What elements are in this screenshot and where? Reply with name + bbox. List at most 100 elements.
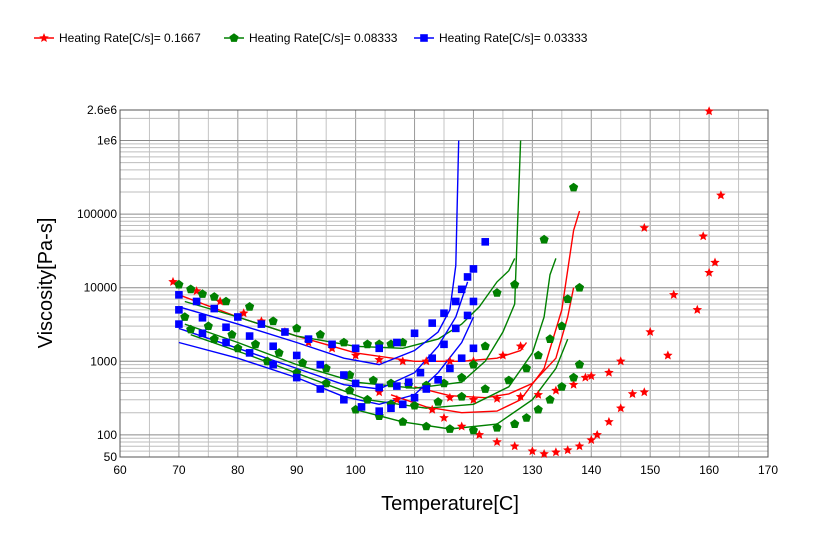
data-point xyxy=(469,265,478,273)
data-point xyxy=(269,342,277,351)
data-point xyxy=(375,344,383,353)
data-point xyxy=(245,332,254,340)
data-point xyxy=(639,387,649,397)
data-point xyxy=(469,297,478,306)
data-point xyxy=(616,403,626,413)
data-point xyxy=(710,257,720,267)
data-point xyxy=(345,385,355,395)
data-point xyxy=(704,267,714,277)
y-tick-label: 50 xyxy=(104,450,118,464)
y-tick-label: 1e6 xyxy=(97,134,117,148)
data-point xyxy=(203,321,213,330)
series-line xyxy=(390,210,581,414)
data-point xyxy=(234,313,242,321)
data-point xyxy=(281,328,289,336)
data-point xyxy=(421,356,432,366)
data-point xyxy=(469,344,478,353)
data-point xyxy=(451,324,460,333)
x-tick-label: 80 xyxy=(231,463,245,477)
data-point xyxy=(298,358,308,367)
data-point xyxy=(568,379,579,389)
data-point xyxy=(398,356,408,366)
data-point xyxy=(292,373,301,382)
data-point xyxy=(350,350,361,360)
plot-border xyxy=(119,109,769,458)
data-point xyxy=(569,372,579,382)
data-point xyxy=(716,190,726,200)
data-point xyxy=(551,385,561,395)
data-point xyxy=(180,312,190,321)
data-point xyxy=(545,394,555,404)
data-point xyxy=(580,372,591,382)
data-point xyxy=(245,302,255,311)
data-point xyxy=(468,359,478,369)
data-point xyxy=(456,421,467,431)
data-point xyxy=(439,412,449,422)
data-point xyxy=(468,425,478,435)
data-point xyxy=(627,388,638,398)
data-point xyxy=(375,383,383,392)
data-point xyxy=(569,182,579,192)
data-point xyxy=(362,394,372,404)
data-point xyxy=(698,231,708,241)
data-point xyxy=(351,379,360,388)
data-point xyxy=(545,334,555,343)
data-point xyxy=(340,395,348,404)
x-tick-label: 70 xyxy=(172,463,186,477)
x-tick-label: 90 xyxy=(290,463,304,477)
data-point xyxy=(533,389,543,399)
data-point xyxy=(393,338,401,347)
y-tick-label: 100000 xyxy=(77,207,117,221)
x-tick-label: 170 xyxy=(758,463,778,477)
data-point xyxy=(574,441,585,451)
data-point xyxy=(586,371,596,381)
data-point xyxy=(463,311,472,320)
data-point xyxy=(645,327,655,336)
data-point xyxy=(210,304,219,313)
data-point xyxy=(445,356,455,366)
data-point xyxy=(268,316,278,326)
data-point xyxy=(451,297,460,306)
data-point xyxy=(521,413,531,422)
x-axis-title: Temperature[C] xyxy=(381,493,519,515)
legend-marker xyxy=(39,33,49,42)
data-point xyxy=(510,279,520,289)
data-point xyxy=(375,407,383,415)
data-point xyxy=(197,289,207,298)
y-tick-label: 100 xyxy=(97,428,117,442)
data-point xyxy=(440,309,448,318)
data-point xyxy=(222,323,230,332)
y-axis-title: Viscosity[Pa-s] xyxy=(35,218,57,349)
data-point xyxy=(427,404,437,414)
data-point xyxy=(468,394,479,404)
legend: Heating Rate[C/s]= 0.1667 Heating Rate[C/… xyxy=(34,31,588,45)
data-point xyxy=(463,273,472,281)
data-point xyxy=(533,350,543,360)
data-point xyxy=(227,329,237,339)
legend-label: Heating Rate[C/s]= 0.1667 xyxy=(59,31,201,45)
data-point xyxy=(328,340,336,349)
data-point xyxy=(362,339,372,349)
data-point xyxy=(410,329,419,338)
data-point xyxy=(481,238,490,246)
data-points xyxy=(168,106,726,458)
data-point xyxy=(209,334,219,343)
x-tick-label: 110 xyxy=(405,463,424,477)
data-point xyxy=(692,304,703,314)
data-point xyxy=(521,363,531,373)
data-point xyxy=(492,422,502,432)
data-point xyxy=(563,445,573,455)
data-point xyxy=(457,391,467,401)
data-point xyxy=(198,329,207,338)
x-tick-label: 130 xyxy=(522,463,542,477)
data-point xyxy=(434,375,442,384)
data-point xyxy=(321,378,331,388)
data-point xyxy=(515,341,526,351)
data-point xyxy=(316,360,325,369)
data-point xyxy=(374,354,384,364)
series-line xyxy=(178,316,475,406)
x-tick-label: 60 xyxy=(113,463,127,477)
data-point xyxy=(457,372,467,382)
data-point xyxy=(269,360,277,369)
